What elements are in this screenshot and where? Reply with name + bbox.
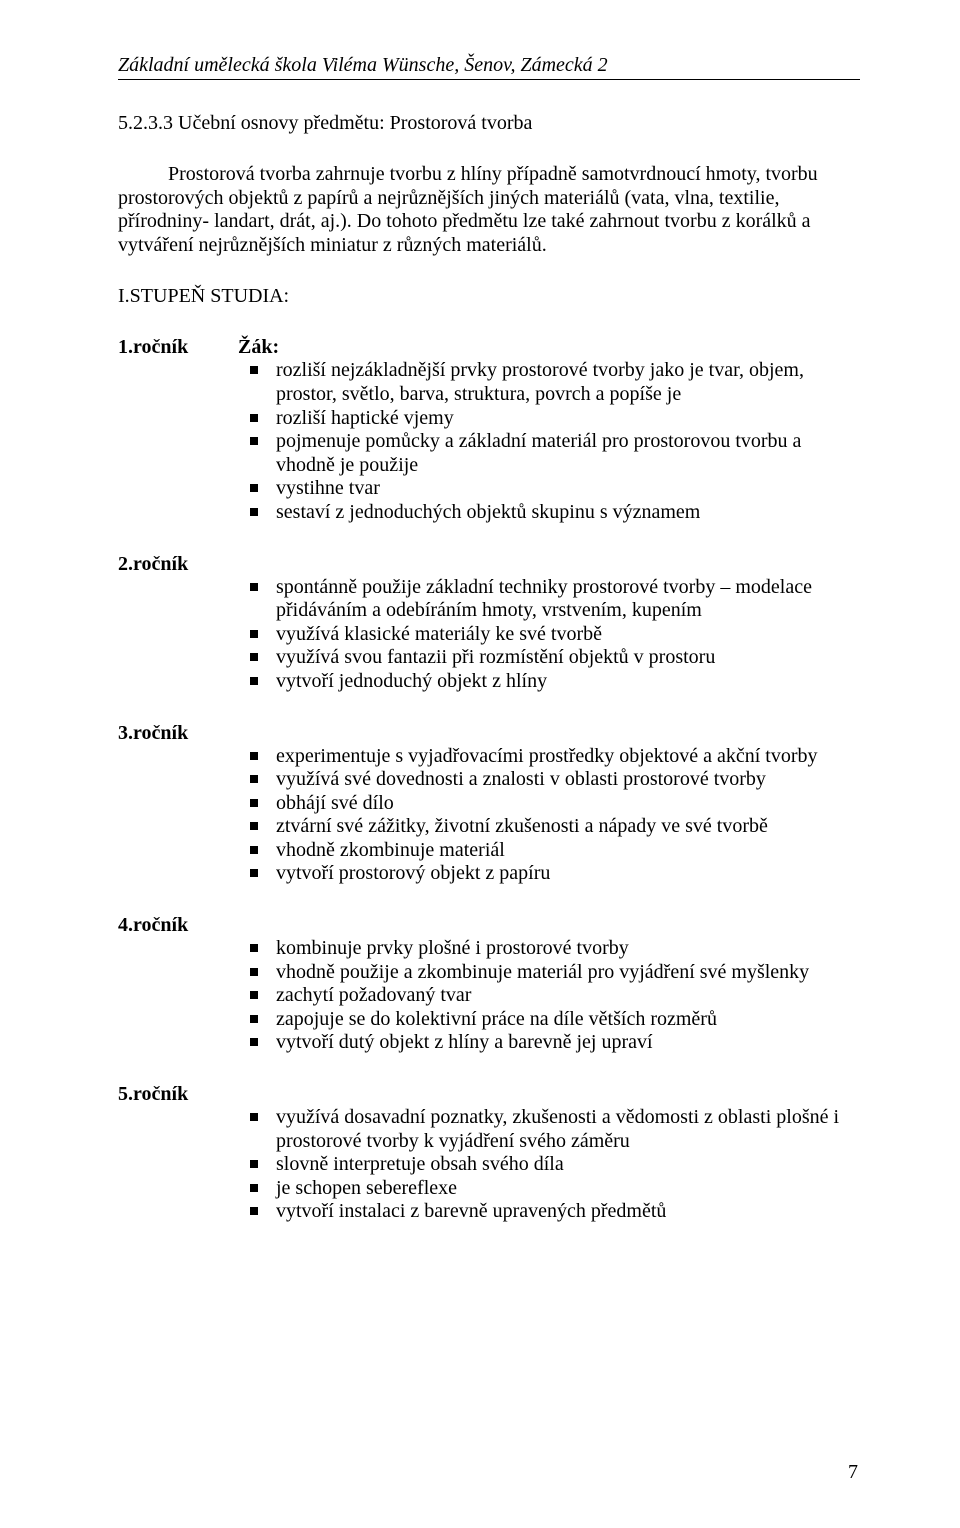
study-level: I.STUPEŇ STUDIA:: [118, 285, 860, 308]
list-item: vystihne tvar: [238, 477, 860, 501]
year-block: 4.ročníkkombinuje prvky plošné i prostor…: [118, 914, 860, 1055]
list-item: vytvoří jednoduchý objekt z hlíny: [238, 670, 860, 694]
list-item: pojmenuje pomůcky a základní materiál pr…: [238, 430, 860, 477]
year-block: 1.ročníkŽák:rozliší nejzákladnější prvky…: [118, 336, 860, 524]
list-item: zachytí požadovaný tvar: [238, 984, 860, 1008]
page: Základní umělecká škola Viléma Wünsche, …: [0, 0, 960, 1528]
bullet-list: spontánně použije základní techniky pros…: [238, 576, 860, 694]
list-item: ztvární své zážitky, životní zkušenosti …: [238, 815, 860, 839]
year-row: 1.ročníkŽák:: [118, 336, 860, 359]
list-item: vytvoří dutý objekt z hlíny a barevně je…: [238, 1031, 860, 1055]
list-item: sestaví z jednoduchých objektů skupinu s…: [238, 501, 860, 525]
intro-paragraph: Prostorová tvorba zahrnuje tvorbu z hlín…: [118, 163, 860, 257]
list-item: vytvoří instalaci z barevně upravených p…: [238, 1200, 860, 1224]
list-item: vytvoří prostorový objekt z papíru: [238, 862, 860, 886]
list-item: kombinuje prvky plošné i prostorové tvor…: [238, 937, 860, 961]
header-rule: [118, 79, 860, 80]
header-school: Základní umělecká škola Viléma Wünsche, …: [118, 54, 860, 77]
year-row: 2.ročník: [118, 553, 860, 576]
year-label: 1.ročník: [118, 336, 238, 359]
list-item: rozliší haptické vjemy: [238, 407, 860, 431]
bullet-list: experimentuje s vyjadřovacími prostředky…: [238, 745, 860, 887]
bullet-list: využívá dosavadní poznatky, zkušenosti a…: [238, 1106, 860, 1224]
year-block: 3.ročníkexperimentuje s vyjadřovacími pr…: [118, 722, 860, 887]
year-row: 4.ročník: [118, 914, 860, 937]
list-item: využívá svou fantazii při rozmístění obj…: [238, 646, 860, 670]
year-block: 2.ročníkspontánně použije základní techn…: [118, 553, 860, 694]
list-item: je schopen sebereflexe: [238, 1177, 860, 1201]
year-label: 3.ročník: [118, 722, 238, 745]
section-title: 5.2.3.3 Učební osnovy předmětu: Prostoro…: [118, 112, 860, 135]
list-item: využívá své dovednosti a znalosti v obla…: [238, 768, 860, 792]
list-item: vhodně použije a zkombinuje materiál pro…: [238, 961, 860, 985]
bullet-list: kombinuje prvky plošné i prostorové tvor…: [238, 937, 860, 1055]
year-block: 5.ročníkvyužívá dosavadní poznatky, zkuš…: [118, 1083, 860, 1224]
year-row: 3.ročník: [118, 722, 860, 745]
years-container: 1.ročníkŽák:rozliší nejzákladnější prvky…: [118, 336, 860, 1224]
list-item: spontánně použije základní techniky pros…: [238, 576, 860, 623]
list-item: využívá klasické materiály ke své tvorbě: [238, 623, 860, 647]
page-number: 7: [848, 1461, 858, 1484]
list-item: obhájí své dílo: [238, 792, 860, 816]
list-item: rozliší nejzákladnější prvky prostorové …: [238, 359, 860, 406]
list-item: vhodně zkombinuje materiál: [238, 839, 860, 863]
list-item: experimentuje s vyjadřovacími prostředky…: [238, 745, 860, 769]
list-item: zapojuje se do kolektivní práce na díle …: [238, 1008, 860, 1032]
year-label: 5.ročník: [118, 1083, 238, 1106]
list-item: využívá dosavadní poznatky, zkušenosti a…: [238, 1106, 860, 1153]
bullet-list: rozliší nejzákladnější prvky prostorové …: [238, 359, 860, 524]
year-row: 5.ročník: [118, 1083, 860, 1106]
list-item: slovně interpretuje obsah svého díla: [238, 1153, 860, 1177]
year-label: 4.ročník: [118, 914, 238, 937]
zak-label: Žák:: [238, 336, 279, 359]
year-label: 2.ročník: [118, 553, 238, 576]
